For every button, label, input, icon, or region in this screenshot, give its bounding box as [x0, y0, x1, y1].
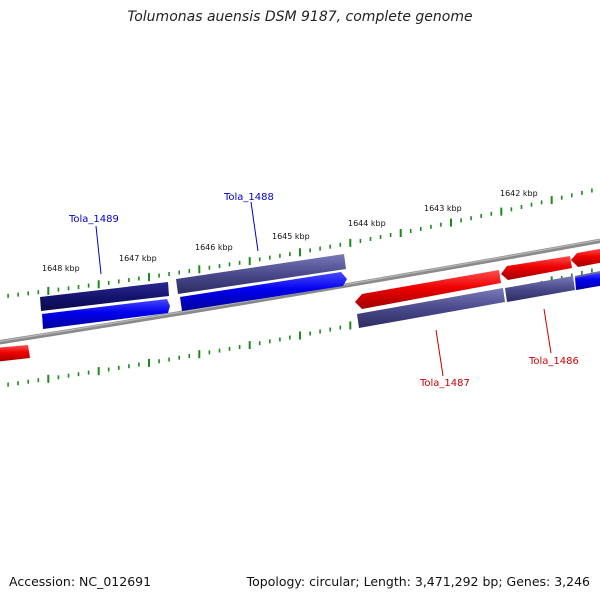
- tick-label-1648: 1648 kbp: [42, 264, 80, 273]
- gene-label-tola-1489[interactable]: Tola_1489: [68, 214, 119, 225]
- cds-feature-tola-1488[interactable]: [180, 272, 347, 311]
- cds-feature-next-blue[interactable]: [575, 272, 600, 290]
- label-line-tola-1487: [435, 329, 444, 377]
- gene-feature-tola-1488[interactable]: [176, 254, 346, 294]
- label-line-tola-1489: [95, 225, 102, 275]
- cds-feature-next-red[interactable]: [571, 248, 600, 267]
- genome-backbone: [0, 238, 600, 345]
- gene-label-tola-1486[interactable]: Tola_1486: [528, 356, 579, 367]
- label-line-tola-1488: [250, 201, 259, 252]
- cds-feature-tola-1486[interactable]: [501, 256, 572, 280]
- gene-label-tola-1487[interactable]: Tola_1487: [419, 378, 470, 389]
- tick-label-1646: 1646 kbp: [195, 243, 233, 252]
- tick-label-1645: 1645 kbp: [272, 232, 310, 241]
- tick-label-1647: 1647 kbp: [119, 254, 157, 263]
- gene-feature-tola-1489[interactable]: [40, 282, 169, 311]
- cds-feature-left-red[interactable]: [0, 345, 30, 362]
- tick-label-1642: 1642 kbp: [500, 189, 538, 198]
- tick-ring-upper: [7, 188, 593, 298]
- gene-feature-tola-1486[interactable]: [505, 276, 575, 302]
- label-line-tola-1486: [543, 308, 552, 354]
- gene-feature-tola-1487[interactable]: [357, 288, 505, 328]
- cds-feature-tola-1489[interactable]: [42, 299, 170, 329]
- tick-label-1644: 1644 kbp: [348, 219, 386, 228]
- topology-summary: Topology: circular; Length: 3,471,292 bp…: [246, 574, 590, 589]
- cds-feature-tola-1487[interactable]: [355, 270, 501, 309]
- accession-label: Accession: NC_012691: [9, 574, 152, 589]
- tick-label-1643: 1643 kbp: [424, 204, 462, 213]
- map-title: Tolumonas auensis DSM 9187, complete gen…: [127, 9, 473, 25]
- gene-label-tola-1488[interactable]: Tola_1488: [223, 192, 274, 203]
